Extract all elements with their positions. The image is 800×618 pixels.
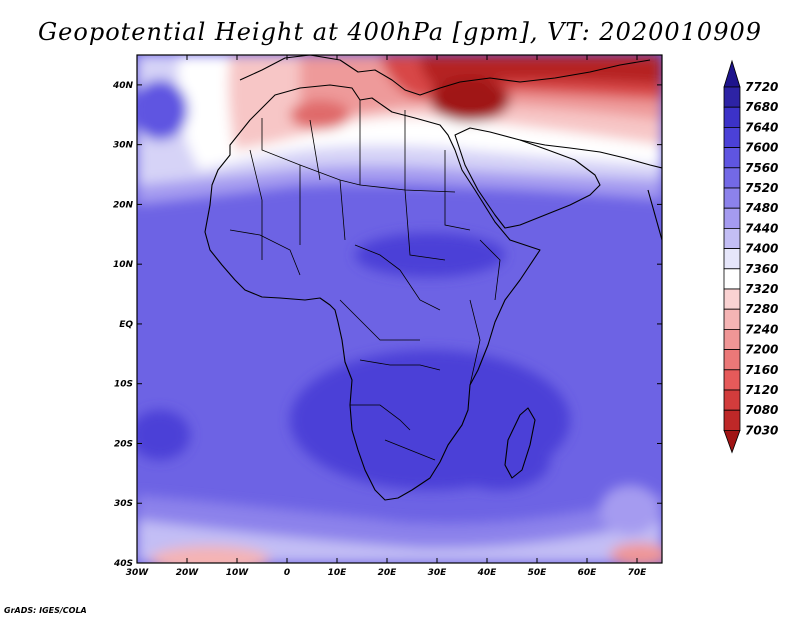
x-tick-label: 30W [126, 568, 150, 578]
colorbar-swatch [723, 147, 741, 169]
colorbar-swatch [723, 409, 741, 431]
country-borders [229, 100, 501, 461]
y-tick-label: 20S [114, 439, 133, 449]
colorbar-label: 7200 [745, 343, 778, 357]
y-tick-label: 40N [112, 81, 134, 91]
x-tick-label: 50E [528, 568, 548, 578]
colorbar-label: 7280 [745, 302, 778, 316]
colorbar-label: 7080 [745, 403, 778, 417]
x-tick-label: 40E [477, 568, 498, 578]
colorbar-swatch [723, 207, 741, 229]
colorbar-label: 7240 [745, 322, 778, 336]
india-coastline [647, 189, 662, 241]
colorbar-swatch [723, 227, 741, 249]
colorbar-label: 7030 [745, 423, 778, 437]
colorbar-swatch [723, 369, 741, 391]
colorbar-label: 7120 [745, 383, 778, 397]
x-tick-label: 30E [428, 568, 448, 578]
y-tick-label: 10N [113, 260, 134, 270]
colorbar-swatch [723, 167, 741, 189]
iran-coastline [519, 139, 662, 169]
colorbar [723, 59, 741, 454]
x-axis-labels: 30W 20W 10W 0 10E 20E 30E 40E 50E 60E 70E [126, 568, 647, 578]
y-axis-labels: 40S 30S 20S 10S EQ 10N 20N 30N 40N [112, 81, 134, 569]
colorbar-labels: 7720 7680 7640 7600 7560 7520 7480 7440 7400 7360… [745, 80, 778, 437]
colorbar-swatch [723, 248, 741, 270]
y-tick-label: 20N [113, 200, 134, 210]
colorbar-label: 7160 [745, 363, 778, 377]
y-tick-label: EQ [119, 320, 133, 330]
height-field [137, 55, 662, 563]
colorbar-bottom-arrow [723, 429, 741, 454]
colorbar-swatch [723, 187, 741, 209]
y-tick-label: 40S [113, 559, 133, 569]
colorbar-label: 7680 [745, 100, 778, 114]
colorbar-swatch [723, 308, 741, 330]
axis-ticks [136, 55, 662, 564]
colorbar-label: 7640 [745, 120, 778, 134]
colorbar-swatch [723, 127, 741, 149]
arabia-coastline [454, 127, 601, 229]
x-tick-label: 60E [578, 568, 598, 578]
y-tick-label: 30S [114, 499, 133, 509]
africa-coastline [204, 84, 541, 501]
colorbar-label: 7320 [745, 282, 778, 296]
colorbar-label: 7600 [745, 141, 778, 155]
colorbar-label: 7440 [745, 221, 778, 235]
colorbar-label: 7400 [745, 242, 778, 256]
grads-credit: GrADS: IGES/COLA [4, 606, 87, 615]
colorbar-swatch [723, 106, 741, 128]
map-frame [136, 54, 663, 564]
y-tick-label: 10S [114, 380, 133, 390]
colorbar-label: 7720 [745, 80, 778, 94]
y-tick-label: 30N [113, 141, 134, 151]
colorbar-label: 7480 [745, 201, 778, 215]
x-tick-label: 20W [176, 568, 200, 578]
colorbar-label: 7520 [745, 181, 778, 195]
colorbar-label: 7560 [745, 161, 778, 175]
colorbar-top-arrow [723, 59, 741, 88]
x-tick-label: 20E [378, 568, 398, 578]
colorbar-swatch [723, 268, 741, 290]
colorbar-swatch [723, 86, 741, 108]
colorbar-swatch [723, 349, 741, 371]
x-tick-label: 10E [328, 568, 348, 578]
colorbar-swatch [723, 389, 741, 411]
colorbar-swatch [723, 328, 741, 350]
madagascar-coastline [504, 407, 536, 479]
colorbar-swatch [723, 288, 741, 310]
plot-title: Geopotential Height at 400hPa [gpm], VT:… [38, 18, 762, 46]
x-tick-label: 10W [226, 568, 250, 578]
x-tick-label: 70E [628, 568, 648, 578]
colorbar-label: 7360 [745, 262, 778, 276]
x-tick-label: 0 [284, 568, 290, 578]
